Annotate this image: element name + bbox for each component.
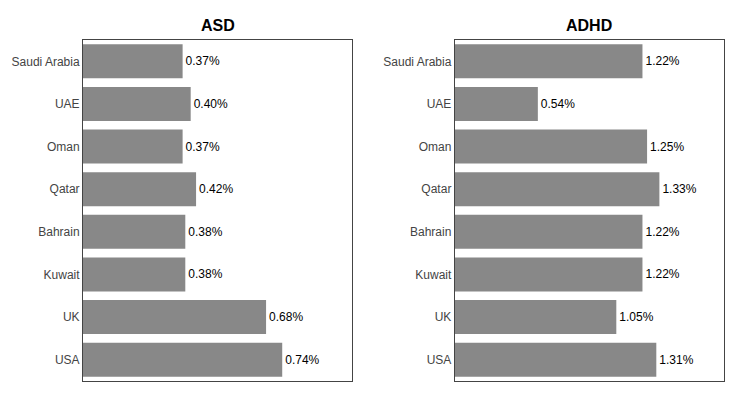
svg-text:1.05%: 1.05% — [619, 310, 653, 324]
svg-text:0.38%: 0.38% — [188, 267, 222, 281]
svg-text:UK: UK — [63, 310, 80, 324]
svg-text:0.68%: 0.68% — [269, 310, 303, 324]
svg-text:0.38%: 0.38% — [188, 225, 222, 239]
svg-text:Kuwait: Kuwait — [415, 268, 452, 282]
svg-text:0.42%: 0.42% — [199, 182, 233, 196]
svg-text:0.74%: 0.74% — [285, 353, 319, 367]
svg-text:USA: USA — [55, 353, 80, 367]
svg-text:UAE: UAE — [55, 97, 80, 111]
svg-text:Bahrain: Bahrain — [410, 225, 451, 239]
svg-text:UAE: UAE — [427, 97, 452, 111]
svg-text:UK: UK — [435, 310, 452, 324]
svg-text:0.37%: 0.37% — [186, 140, 220, 154]
svg-text:Bahrain: Bahrain — [38, 225, 79, 239]
svg-text:1.33%: 1.33% — [662, 182, 696, 196]
svg-text:USA: USA — [427, 353, 452, 367]
svg-text:1.25%: 1.25% — [650, 140, 684, 154]
svg-text:0.54%: 0.54% — [541, 97, 575, 111]
svg-text:1.31%: 1.31% — [659, 353, 693, 367]
svg-text:Kuwait: Kuwait — [44, 268, 81, 282]
svg-text:1.22%: 1.22% — [645, 54, 679, 68]
svg-text:Saudi Arabia: Saudi Arabia — [383, 55, 451, 69]
svg-text:Qatar: Qatar — [50, 182, 80, 196]
svg-text:1.22%: 1.22% — [645, 267, 679, 281]
svg-text:Oman: Oman — [419, 140, 452, 154]
svg-text:Qatar: Qatar — [421, 182, 451, 196]
svg-text:Oman: Oman — [47, 140, 80, 154]
svg-text:ASD: ASD — [201, 17, 235, 34]
svg-text:1.22%: 1.22% — [645, 225, 679, 239]
svg-text:0.40%: 0.40% — [194, 97, 228, 111]
svg-text:0.37%: 0.37% — [186, 54, 220, 68]
svg-text:ADHD: ADHD — [566, 17, 612, 34]
svg-text:Saudi Arabia: Saudi Arabia — [12, 55, 80, 69]
